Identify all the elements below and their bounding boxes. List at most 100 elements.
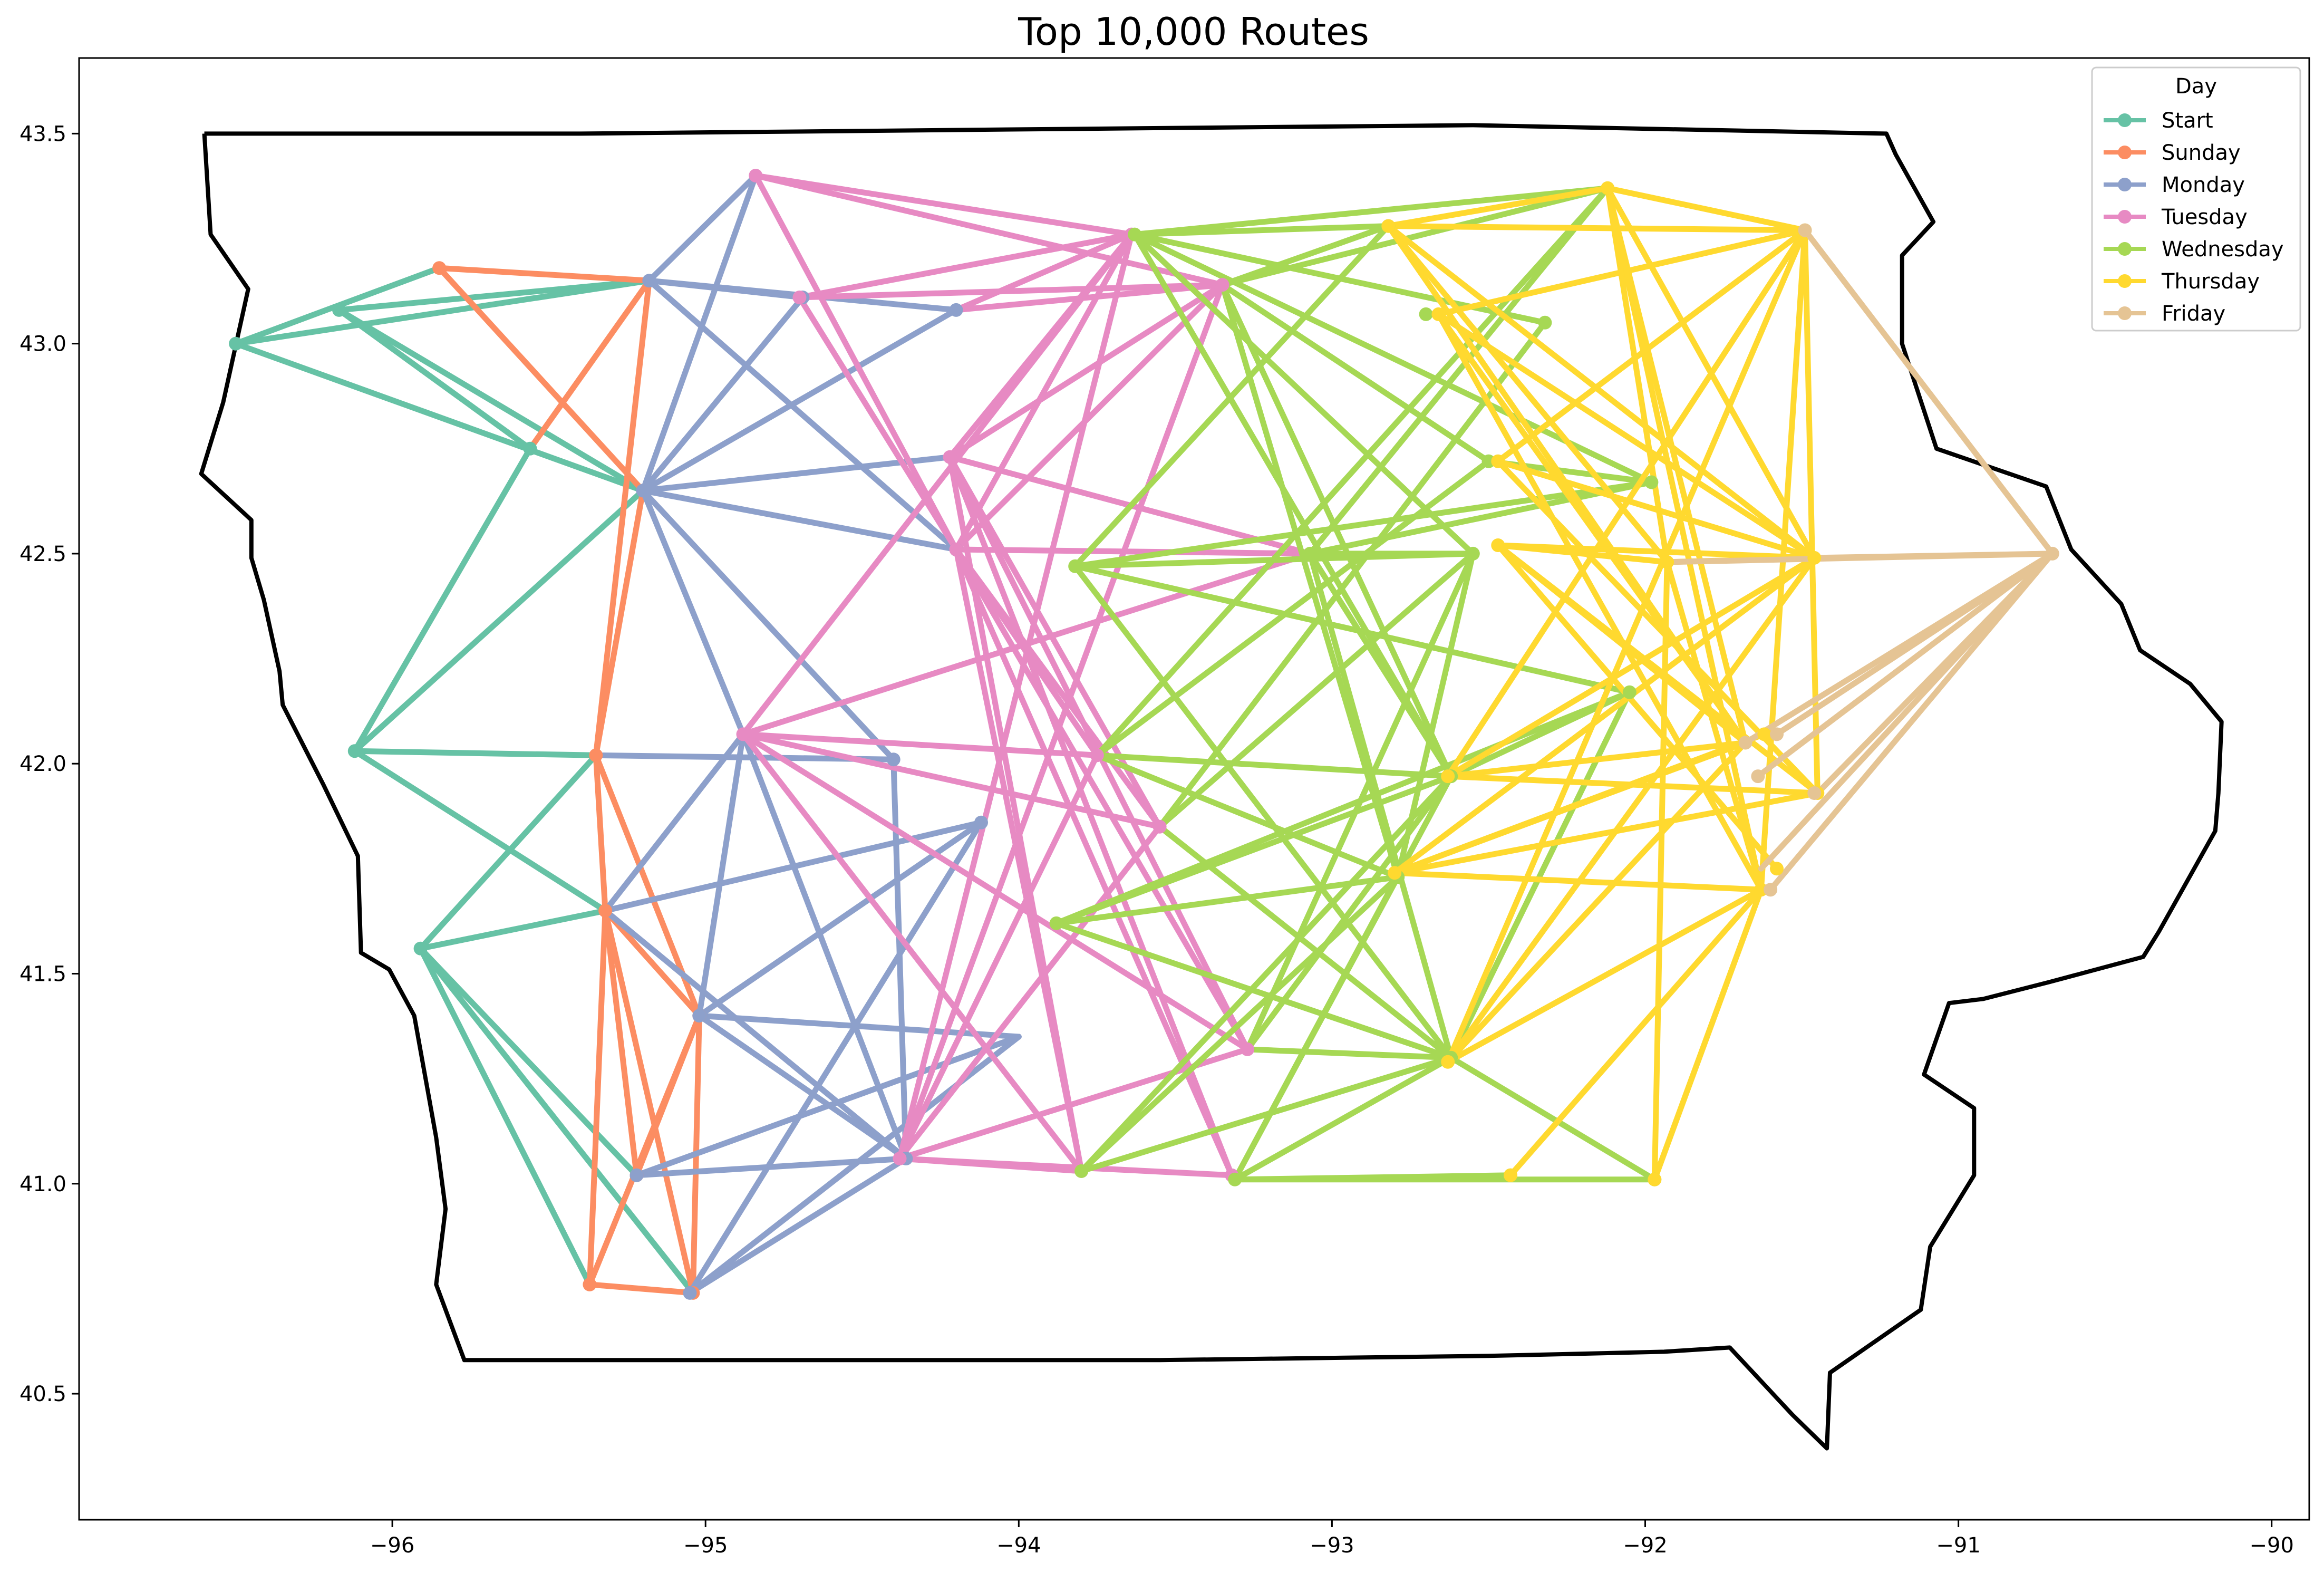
y-tick-label: 42.5 xyxy=(20,542,66,566)
route-line-monday xyxy=(634,1034,1022,1179)
route-line-tuesday xyxy=(796,231,1135,301)
stop-series-friday xyxy=(1738,223,2059,897)
axes-frame xyxy=(78,57,2310,1521)
route-series-start xyxy=(233,265,696,1296)
stop-point-sunday xyxy=(598,904,613,918)
stop-point-thursday xyxy=(1491,454,1505,468)
x-tick-label: −90 xyxy=(2249,1533,2293,1558)
route-line-monday xyxy=(687,1155,909,1296)
route-line-tuesday xyxy=(796,282,1225,301)
stop-point-thursday xyxy=(1431,307,1446,321)
state-boundary-layer xyxy=(199,123,2224,1451)
route-series-wednesday xyxy=(1053,185,1658,1183)
route-line-thursday xyxy=(1445,227,1808,1065)
route-line-friday xyxy=(1774,551,2056,737)
route-line-thursday xyxy=(1604,185,1764,893)
stop-point-monday xyxy=(886,752,900,767)
stop-point-monday xyxy=(974,815,988,829)
stop-point-tuesday xyxy=(792,291,807,304)
stop-point-wednesday xyxy=(1481,454,1496,468)
stop-point-wednesday xyxy=(1622,685,1637,699)
stop-point-monday xyxy=(683,1286,697,1300)
stop-point-monday xyxy=(692,1009,706,1023)
route-series-thursday xyxy=(1385,185,1821,1183)
stop-point-wednesday xyxy=(1074,1164,1089,1178)
route-line-tuesday xyxy=(953,546,1251,1053)
stop-point-wednesday xyxy=(1128,227,1142,242)
legend-marker-tuesday xyxy=(2118,210,2132,224)
routes-layer xyxy=(233,172,2056,1296)
stop-point-wednesday xyxy=(1644,475,1659,489)
stop-series-wednesday xyxy=(1049,181,1662,1186)
stop-point-friday xyxy=(1751,769,1765,784)
route-line-thursday xyxy=(1445,886,1764,1065)
route-line-start xyxy=(418,908,608,952)
route-line-monday xyxy=(640,294,806,494)
route-line-thursday xyxy=(1385,223,1808,234)
route-line-sunday xyxy=(593,752,608,914)
x-tick-label: −94 xyxy=(996,1533,1041,1558)
route-line-start xyxy=(418,945,593,1288)
route-line-wednesday xyxy=(1131,185,1611,238)
route-line-thursday xyxy=(1507,886,1764,1179)
stop-point-thursday xyxy=(1601,181,1615,195)
route-line-thursday xyxy=(1391,790,1821,876)
route-line-monday xyxy=(696,1012,1022,1040)
route-line-wednesday xyxy=(1072,563,1454,1061)
route-line-tuesday xyxy=(897,231,1135,1162)
stop-point-wednesday xyxy=(1303,546,1317,561)
route-line-wednesday xyxy=(1448,689,1633,1061)
route-line-tuesday xyxy=(947,454,1235,1179)
stop-point-friday xyxy=(1770,727,1784,741)
route-line-wednesday xyxy=(1157,551,1476,830)
stop-point-wednesday xyxy=(1049,916,1063,930)
stop-point-tuesday xyxy=(736,727,750,741)
legend-label-wednesday: Wednesday xyxy=(2162,237,2284,262)
route-line-thursday xyxy=(1445,739,1749,1065)
stop-point-thursday xyxy=(1770,862,1784,876)
stop-point-friday xyxy=(1738,736,1752,750)
route-line-tuesday xyxy=(897,752,1100,1162)
legend-marker-sunday xyxy=(2118,146,2132,159)
route-line-monday xyxy=(640,307,959,494)
route-line-start xyxy=(336,307,533,452)
legend-label-start: Start xyxy=(2162,109,2213,133)
route-line-wednesday xyxy=(1131,231,1476,557)
route-line-wednesday xyxy=(1157,320,1548,830)
route-line-tuesday xyxy=(752,172,959,553)
stop-point-monday xyxy=(630,1168,644,1182)
stop-point-tuesday xyxy=(893,1152,907,1165)
route-line-monday xyxy=(687,819,984,1296)
route-line-wednesday xyxy=(1053,874,1401,927)
route-line-thursday xyxy=(1385,223,1670,565)
route-line-monday xyxy=(890,756,909,1162)
stop-point-thursday xyxy=(1381,219,1396,233)
stop-point-wednesday xyxy=(1538,315,1552,330)
route-line-sunday xyxy=(586,1281,696,1296)
route-line-sunday xyxy=(602,908,702,1019)
legend-label-thursday: Thursday xyxy=(2161,269,2260,294)
route-line-sunday xyxy=(593,277,652,758)
route-line-thursday xyxy=(1445,555,1817,1065)
stop-point-tuesday xyxy=(1090,748,1104,763)
stop-point-tuesday xyxy=(949,543,963,556)
route-line-tuesday xyxy=(953,231,1135,553)
route-line-monday xyxy=(634,1155,909,1179)
route-line-thursday xyxy=(1435,311,1817,561)
legend-label-tuesday: Tuesday xyxy=(2161,205,2248,229)
route-series-friday xyxy=(1664,227,2056,893)
route-line-wednesday xyxy=(1244,551,1476,1053)
stops-layer xyxy=(229,169,2059,1300)
stop-point-thursday xyxy=(1441,769,1455,784)
route-line-start xyxy=(233,277,652,347)
route-line-monday xyxy=(646,277,959,553)
route-line-thursday xyxy=(1495,227,1808,465)
route-line-monday xyxy=(696,731,746,1019)
legend-box xyxy=(2091,66,2301,332)
stop-point-friday xyxy=(1798,223,1812,237)
stop-point-wednesday xyxy=(1466,546,1480,561)
route-line-wednesday xyxy=(1078,1055,1454,1174)
route-line-start xyxy=(233,341,646,494)
legend-item-thursday: Thursday xyxy=(2104,269,2260,294)
